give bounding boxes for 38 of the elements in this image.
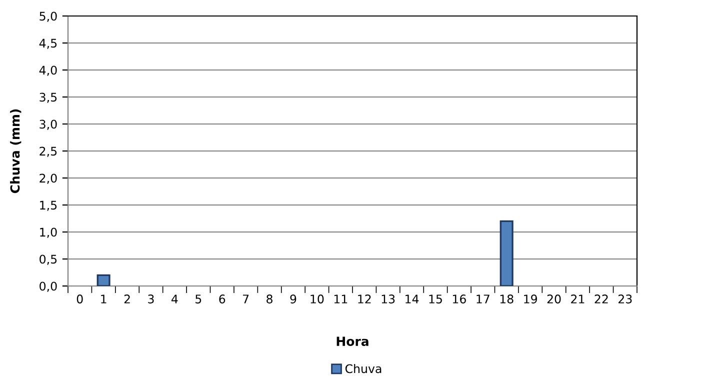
x-tick-label: 0: [76, 294, 83, 304]
y-tick-label: 1,5: [40, 200, 57, 211]
x-tick-label: 20: [547, 294, 561, 304]
x-tick-label: 7: [243, 294, 249, 304]
x-tick-label: 18: [500, 294, 514, 304]
x-tick-label: 1: [101, 294, 106, 304]
x-tick-label: 16: [452, 294, 466, 304]
legend-label: Chuva: [345, 364, 382, 374]
x-tick-label: 14: [406, 294, 419, 304]
x-tick-label: 4: [172, 294, 178, 304]
x-tick-label: 23: [618, 294, 632, 304]
y-axis-title: Chuva (mm): [10, 109, 22, 194]
x-tick-label: 3: [148, 294, 154, 304]
y-tick-label: 2,0: [40, 174, 57, 184]
x-axis-title: Hora: [336, 336, 368, 346]
y-tick-label: 0,5: [40, 254, 57, 265]
x-tick-label: 11: [334, 294, 348, 304]
x-tick-label: 15: [429, 294, 442, 304]
x-tick-label: 5: [196, 294, 202, 304]
y-tick-label: 2,5: [40, 146, 57, 157]
x-tick-label: 6: [219, 294, 226, 304]
x-tick-label: 17: [476, 294, 490, 304]
y-tick-label: 3,0: [40, 120, 57, 130]
x-tick-label: 8: [266, 294, 272, 304]
x-tick-label: 13: [382, 294, 395, 304]
y-tick-label: 0,0: [40, 282, 57, 292]
y-tick-label: 3,5: [40, 92, 57, 103]
y-tick-label: 4,0: [39, 66, 57, 76]
x-tick-label: 2: [124, 294, 130, 304]
x-tick-label: 19: [524, 294, 537, 304]
x-tick-label: 22: [594, 294, 608, 304]
y-tick-label: 5,0: [40, 12, 57, 22]
x-tick-label: 21: [571, 294, 584, 304]
y-tick-label: 4,5: [39, 38, 57, 49]
x-tick-label: 12: [358, 294, 371, 304]
x-tick-label: 10: [310, 294, 324, 304]
y-tick-label: 1,0: [40, 228, 57, 238]
x-tick-label: 9: [290, 294, 296, 304]
